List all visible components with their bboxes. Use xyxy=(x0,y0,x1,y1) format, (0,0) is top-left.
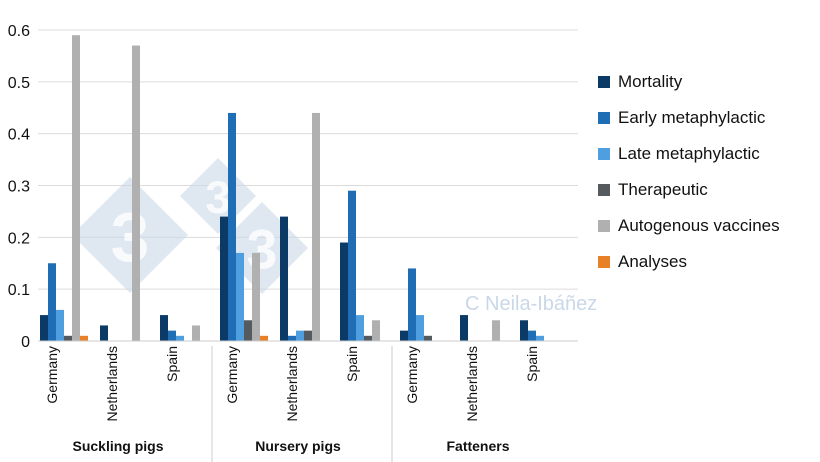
y-tick-label: 0.5 xyxy=(8,75,30,92)
bar-autogenous-vaccines xyxy=(132,45,140,342)
bar-early-metaphylactic xyxy=(528,330,536,341)
x-tick-label: Netherlands xyxy=(284,346,300,422)
group-label: Fatteners xyxy=(446,438,509,454)
legend-swatch xyxy=(598,184,610,196)
watermark-logo-text: 3 xyxy=(111,198,150,276)
bar-late-metaphylactic xyxy=(356,315,364,341)
legend-item: Analyses xyxy=(598,244,780,280)
watermark-logo-text: 3 xyxy=(205,172,230,223)
x-tick-label: Spain xyxy=(524,346,540,382)
legend-item: Therapeutic xyxy=(598,172,780,208)
bar-autogenous-vaccines xyxy=(492,320,500,341)
legend-swatch xyxy=(598,148,610,160)
bar-therapeutic xyxy=(424,335,432,341)
y-tick-label: 0.6 xyxy=(8,23,30,40)
bar-analyses xyxy=(260,335,268,341)
y-tick-label: 0.1 xyxy=(8,282,30,299)
bar-autogenous-vaccines xyxy=(192,325,200,341)
legend-label: Early metaphylactic xyxy=(618,108,766,127)
bar-autogenous-vaccines xyxy=(252,252,260,341)
y-tick-label: 0.4 xyxy=(8,127,30,144)
legend-label: Late metaphylactic xyxy=(618,144,760,163)
legend-swatch xyxy=(598,112,610,124)
bar-late-metaphylactic xyxy=(296,330,304,341)
watermark-logo xyxy=(72,177,188,293)
x-tick-label: Germany xyxy=(404,346,420,404)
legend: Mortality Early metaphylactic Late metaphy… xyxy=(598,64,780,280)
y-tick-label: 0.2 xyxy=(8,230,30,247)
bar-autogenous-vaccines xyxy=(312,112,320,341)
bar-therapeutic xyxy=(364,335,372,341)
bar-early-metaphylactic xyxy=(408,268,416,341)
legend-label: Therapeutic xyxy=(618,180,708,199)
bar-early-metaphylactic xyxy=(348,190,356,341)
x-tick-label: Spain xyxy=(164,346,180,382)
bar-mortality xyxy=(40,315,48,341)
legend-swatch xyxy=(598,256,610,268)
bar-mortality xyxy=(520,320,528,341)
legend-item: Late metaphylactic xyxy=(598,136,780,172)
bar-early-metaphylactic xyxy=(168,330,176,341)
legend-label: Autogenous vaccines xyxy=(618,216,780,235)
y-tick-label: 0.3 xyxy=(8,179,30,196)
bar-mortality xyxy=(220,216,228,341)
legend-label: Mortality xyxy=(618,72,683,91)
watermark-logo-text: 3 xyxy=(247,219,278,281)
bar-early-metaphylactic xyxy=(228,112,236,341)
bar-analyses xyxy=(80,335,88,341)
bar-early-metaphylactic xyxy=(48,263,56,341)
legend-swatch xyxy=(598,220,610,232)
bar-autogenous-vaccines xyxy=(372,320,380,341)
bar-late-metaphylactic xyxy=(536,335,544,341)
bar-early-metaphylactic xyxy=(288,335,296,341)
group-label: Suckling pigs xyxy=(72,438,163,454)
y-tick-label: 0 xyxy=(21,334,30,351)
legend-item: Early metaphylactic xyxy=(598,100,780,136)
x-tick-label: Germany xyxy=(44,346,60,404)
legend-item: Mortality xyxy=(598,64,780,100)
watermark-logo xyxy=(180,158,256,234)
x-tick-label: Netherlands xyxy=(464,346,480,422)
group-label: Nursery pigs xyxy=(255,438,341,454)
x-tick-label: Germany xyxy=(224,346,240,404)
bar-mortality xyxy=(100,325,108,341)
bar-mortality xyxy=(280,216,288,341)
x-tick-label: Spain xyxy=(344,346,360,382)
legend-swatch xyxy=(598,76,610,88)
bar-late-metaphylactic xyxy=(416,315,424,341)
bar-mortality xyxy=(460,315,468,341)
bar-late-metaphylactic xyxy=(176,335,184,341)
bar-mortality xyxy=(340,242,348,341)
x-tick-label: Netherlands xyxy=(104,346,120,422)
bar-late-metaphylactic xyxy=(236,252,244,341)
bar-mortality xyxy=(400,330,408,341)
bar-therapeutic xyxy=(64,335,72,341)
bar-autogenous-vaccines xyxy=(72,35,80,341)
watermark-text: C Neila-Ibáñez xyxy=(465,293,597,315)
bar-mortality xyxy=(160,315,168,341)
legend-label: Analyses xyxy=(618,252,687,271)
bar-late-metaphylactic xyxy=(56,309,64,341)
legend-item: Autogenous vaccines xyxy=(598,208,780,244)
bar-therapeutic xyxy=(244,320,252,341)
bar-therapeutic xyxy=(304,330,312,341)
